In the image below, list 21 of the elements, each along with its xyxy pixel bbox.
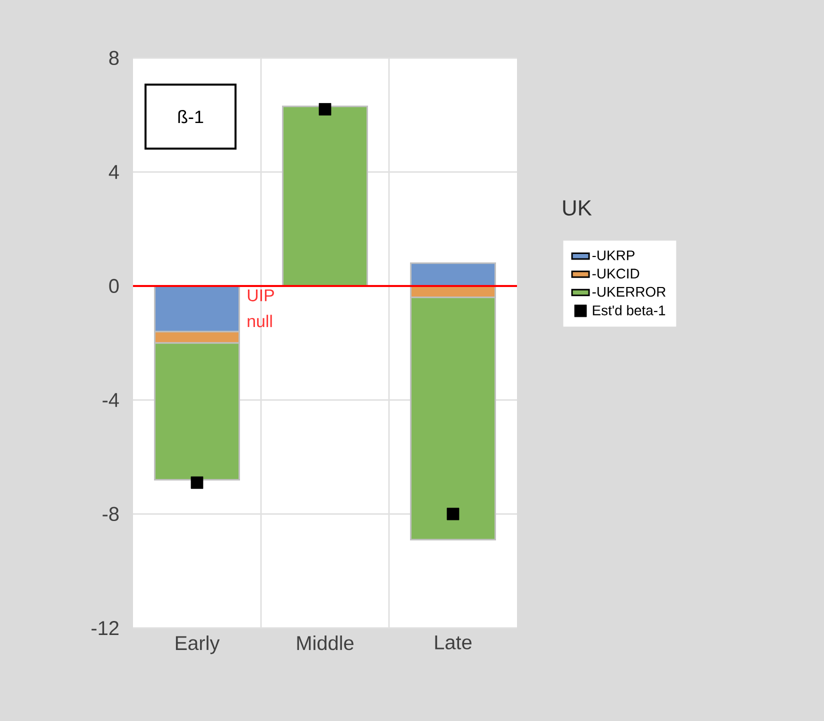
y-tick-label: 8 [109,50,119,66]
ref-line-label: UIP null [248,289,274,328]
legend-label: -UKCID [592,268,640,279]
point [190,476,204,489]
y-tick-label: -4 [102,393,119,407]
legend-title: UK [563,200,592,216]
legend-label: -UKERROR [592,286,666,297]
legend-label: Est'd beta-1 [592,305,666,316]
x-tick-label: Early [176,636,220,654]
y-tick-label: 4 [108,165,119,179]
y-tick-label: 0 [109,278,119,294]
annotation: ß-1 [178,110,204,124]
x-tick-label: Middle [297,636,354,650]
bar [410,262,496,287]
x-tick-label: Late [435,636,472,650]
bar [282,106,368,287]
point [446,508,460,520]
legend-label: -UKRP [592,250,634,260]
y-tick-label: -12 [92,621,118,635]
point [318,103,332,116]
y-tick-label: -8 [102,506,119,522]
